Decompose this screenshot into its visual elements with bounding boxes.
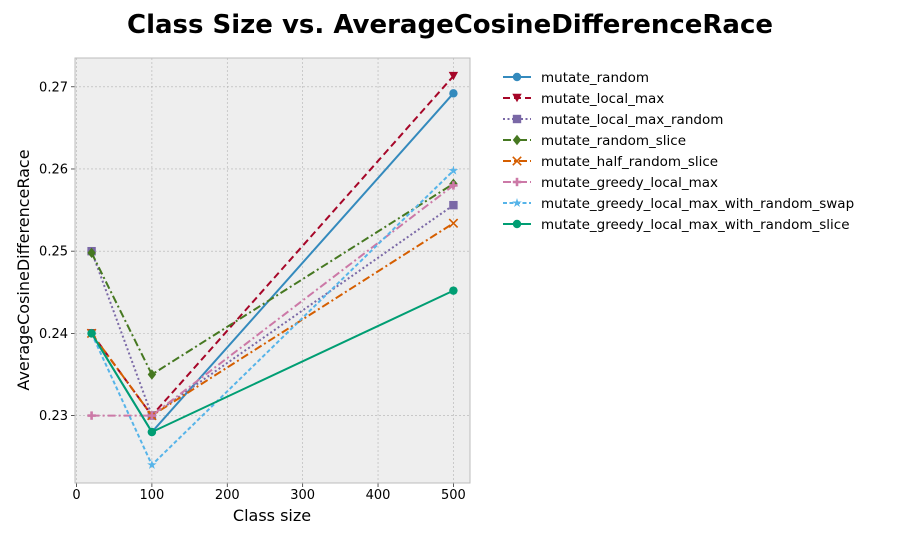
legend-entry: mutate_greedy_local_max_with_random_slic… <box>503 217 850 233</box>
data-point <box>147 427 157 437</box>
y-tick-label: 0.24 <box>39 327 68 342</box>
marker-stroke <box>448 218 459 228</box>
data-point <box>448 71 459 81</box>
legend-label: mutate_greedy_local_max <box>541 175 718 191</box>
legend-label: mutate_random <box>541 70 649 86</box>
legend-marker <box>512 114 522 124</box>
x-tick-label: 400 <box>366 488 391 503</box>
legend: mutate_random mutate_local_max mutate_loca… <box>503 70 854 233</box>
data-point <box>448 218 459 228</box>
chart-title: Class Size vs. AverageCosineDifferenceRa… <box>127 10 773 40</box>
legend-entry: mutate_local_max_random <box>503 112 723 128</box>
x-tick-label: 500 <box>441 488 466 503</box>
legend-entry: mutate_random_slice <box>503 133 686 149</box>
y-tick-label: 0.27 <box>39 80 68 95</box>
series-mutate_greedy_local_max_with_random_slice <box>87 286 458 437</box>
plot-area <box>75 58 470 483</box>
y-tick-label: 0.23 <box>39 409 68 424</box>
data-point <box>449 181 458 190</box>
legend-entry: mutate_greedy_local_max_with_random_swap <box>503 196 854 212</box>
x-tick-label: 100 <box>139 488 164 503</box>
plot-border <box>74 57 471 484</box>
data-point <box>87 247 96 259</box>
legend-label: mutate_local_max <box>541 91 664 107</box>
legend-marker <box>512 177 522 187</box>
legend-label: mutate_random_slice <box>541 133 686 149</box>
data-point <box>448 165 459 175</box>
legend-marker <box>512 134 522 146</box>
legend-marker <box>512 198 522 208</box>
y-tick-label: 0.26 <box>39 162 68 177</box>
legend-marker <box>512 93 522 103</box>
legend-label: mutate_greedy_local_max_with_random_slic… <box>541 217 850 233</box>
y-axis-label: AverageCosineDifferenceRace <box>14 149 33 390</box>
legend-label: mutate_greedy_local_max_with_random_swap <box>541 196 854 212</box>
x-tick-label: 0 <box>72 488 80 503</box>
data-point <box>449 89 458 98</box>
data-point <box>147 411 157 420</box>
y-tick-label: 0.25 <box>39 245 68 260</box>
legend-marker <box>512 156 522 166</box>
series-mutate_greedy_local_max <box>87 181 458 420</box>
data-point <box>147 369 157 380</box>
legend-entry: mutate_greedy_local_max <box>503 175 718 191</box>
legend-label: mutate_half_random_slice <box>541 154 718 170</box>
x-axis-label: Class size <box>233 506 311 525</box>
legend-label: mutate_local_max_random <box>541 112 723 128</box>
series-lines <box>86 71 459 469</box>
marker-stroke <box>512 156 522 166</box>
legend-entry: mutate_local_max <box>503 91 664 107</box>
legend-marker <box>512 72 522 82</box>
x-tick-label: 200 <box>215 488 240 503</box>
x-tick-label: 300 <box>290 488 315 503</box>
data-point <box>147 459 157 469</box>
legend-marker <box>512 219 522 229</box>
data-point <box>87 329 96 338</box>
legend-entry: mutate_random <box>503 70 649 86</box>
legend-entry: mutate_half_random_slice <box>503 154 718 170</box>
data-point <box>87 411 96 420</box>
axes: 0 100 200 300 400 500 0.23 0.24 0.25 0.26 0.27 <box>39 80 466 503</box>
data-point <box>449 200 458 210</box>
data-point <box>449 286 458 295</box>
series-line <box>90 204 454 417</box>
